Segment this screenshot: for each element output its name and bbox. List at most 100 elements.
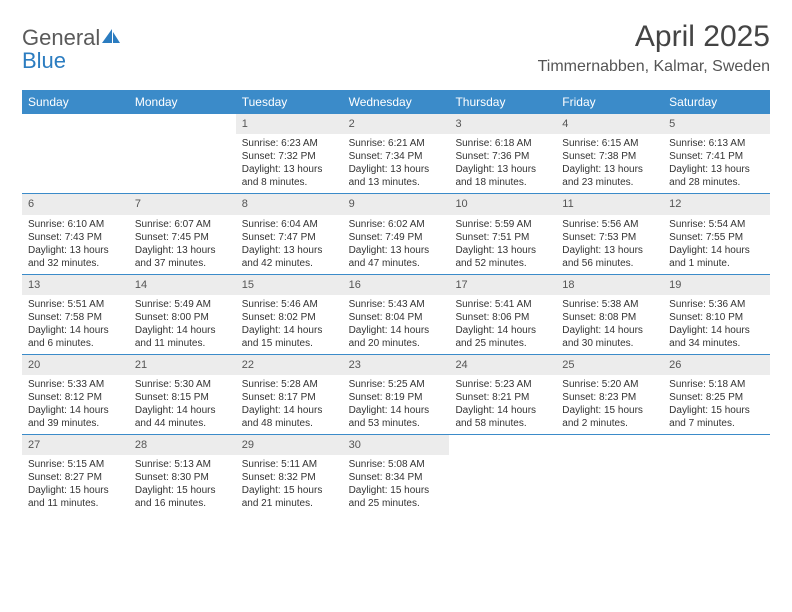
cell-line: Daylight: 15 hours and 16 minutes. <box>135 484 230 510</box>
cell-body: Sunrise: 5:18 AMSunset: 8:25 PMDaylight:… <box>663 377 770 434</box>
cell-body: Sunrise: 5:25 AMSunset: 8:19 PMDaylight:… <box>343 377 450 434</box>
day-number: 4 <box>556 114 663 134</box>
cell-line: Sunset: 7:34 PM <box>349 150 444 163</box>
cell-body: Sunrise: 5:56 AMSunset: 7:53 PMDaylight:… <box>556 217 663 274</box>
cell-body: Sunrise: 6:15 AMSunset: 7:38 PMDaylight:… <box>556 136 663 193</box>
cell-line: Sunrise: 6:02 AM <box>349 218 444 231</box>
cell-line: Sunset: 7:41 PM <box>669 150 764 163</box>
calendar-cell: 27Sunrise: 5:15 AMSunset: 8:27 PMDayligh… <box>22 435 129 514</box>
cell-line: Daylight: 15 hours and 25 minutes. <box>349 484 444 510</box>
cell-body: Sunrise: 6:13 AMSunset: 7:41 PMDaylight:… <box>663 136 770 193</box>
calendar-week: 20Sunrise: 5:33 AMSunset: 8:12 PMDayligh… <box>22 355 770 435</box>
cell-line: Sunset: 7:49 PM <box>349 231 444 244</box>
cell-line: Sunrise: 5:18 AM <box>669 378 764 391</box>
cell-line: Daylight: 14 hours and 44 minutes. <box>135 404 230 430</box>
calendar-cell: . <box>449 435 556 514</box>
cell-body: Sunrise: 5:46 AMSunset: 8:02 PMDaylight:… <box>236 297 343 354</box>
day-number: 1 <box>236 114 343 134</box>
day-number: 9 <box>343 194 450 214</box>
calendar-weeks: ..1Sunrise: 6:23 AMSunset: 7:32 PMDaylig… <box>22 114 770 514</box>
calendar-cell: 22Sunrise: 5:28 AMSunset: 8:17 PMDayligh… <box>236 355 343 434</box>
cell-line: Daylight: 13 hours and 32 minutes. <box>28 244 123 270</box>
cell-line: Sunset: 8:10 PM <box>669 311 764 324</box>
day-number: 18 <box>556 275 663 295</box>
page-title: April 2025 <box>538 20 770 54</box>
cell-line: Sunset: 7:58 PM <box>28 311 123 324</box>
cell-body: Sunrise: 5:51 AMSunset: 7:58 PMDaylight:… <box>22 297 129 354</box>
calendar-cell: 11Sunrise: 5:56 AMSunset: 7:53 PMDayligh… <box>556 194 663 273</box>
calendar-week: ..1Sunrise: 6:23 AMSunset: 7:32 PMDaylig… <box>22 114 770 194</box>
calendar-cell: 14Sunrise: 5:49 AMSunset: 8:00 PMDayligh… <box>129 275 236 354</box>
cell-line: Daylight: 14 hours and 39 minutes. <box>28 404 123 430</box>
header: GeneralBlue April 2025 Timmernabben, Kal… <box>22 20 770 76</box>
cell-line: Daylight: 13 hours and 23 minutes. <box>562 163 657 189</box>
cell-line: Sunrise: 5:51 AM <box>28 298 123 311</box>
calendar-cell: 1Sunrise: 6:23 AMSunset: 7:32 PMDaylight… <box>236 114 343 193</box>
cell-body <box>556 457 663 462</box>
calendar-cell: 6Sunrise: 6:10 AMSunset: 7:43 PMDaylight… <box>22 194 129 273</box>
calendar-cell: 19Sunrise: 5:36 AMSunset: 8:10 PMDayligh… <box>663 275 770 354</box>
cell-line: Sunrise: 5:54 AM <box>669 218 764 231</box>
logo: GeneralBlue <box>22 20 122 72</box>
cell-body <box>129 136 236 141</box>
cell-line: Sunrise: 5:30 AM <box>135 378 230 391</box>
cell-line: Daylight: 13 hours and 47 minutes. <box>349 244 444 270</box>
cell-line: Sunset: 7:51 PM <box>455 231 550 244</box>
cell-line: Sunrise: 5:56 AM <box>562 218 657 231</box>
cell-line: Sunset: 8:23 PM <box>562 391 657 404</box>
cell-line: Daylight: 13 hours and 42 minutes. <box>242 244 337 270</box>
calendar-cell: 30Sunrise: 5:08 AMSunset: 8:34 PMDayligh… <box>343 435 450 514</box>
cell-body <box>449 457 556 462</box>
cell-body: Sunrise: 5:41 AMSunset: 8:06 PMDaylight:… <box>449 297 556 354</box>
cell-line: Daylight: 14 hours and 58 minutes. <box>455 404 550 430</box>
cell-line: Daylight: 14 hours and 30 minutes. <box>562 324 657 350</box>
cell-line: Sunset: 8:27 PM <box>28 471 123 484</box>
cell-body: Sunrise: 6:21 AMSunset: 7:34 PMDaylight:… <box>343 136 450 193</box>
cell-line: Daylight: 15 hours and 21 minutes. <box>242 484 337 510</box>
cell-line: Sunrise: 5:38 AM <box>562 298 657 311</box>
cell-line: Daylight: 13 hours and 37 minutes. <box>135 244 230 270</box>
calendar-cell: 20Sunrise: 5:33 AMSunset: 8:12 PMDayligh… <box>22 355 129 434</box>
cell-line: Daylight: 13 hours and 18 minutes. <box>455 163 550 189</box>
day-header: Thursday <box>449 90 556 114</box>
cell-line: Sunrise: 5:28 AM <box>242 378 337 391</box>
cell-line: Sunrise: 6:15 AM <box>562 137 657 150</box>
cell-line: Sunset: 8:17 PM <box>242 391 337 404</box>
calendar-cell: 28Sunrise: 5:13 AMSunset: 8:30 PMDayligh… <box>129 435 236 514</box>
calendar-cell: 4Sunrise: 6:15 AMSunset: 7:38 PMDaylight… <box>556 114 663 193</box>
calendar-cell: 9 Sunrise: 6:02 AMSunset: 7:49 PMDaylight… <box>343 194 450 273</box>
cell-line: Daylight: 14 hours and 11 minutes. <box>135 324 230 350</box>
day-headers-row: SundayMondayTuesdayWednesdayThursdayFrid… <box>22 90 770 114</box>
cell-body: Sunrise: 5:13 AMSunset: 8:30 PMDaylight:… <box>129 457 236 514</box>
cell-line: Daylight: 15 hours and 11 minutes. <box>28 484 123 510</box>
cell-line: Sunset: 7:45 PM <box>135 231 230 244</box>
day-number: 15 <box>236 275 343 295</box>
cell-line: Sunrise: 5:08 AM <box>349 458 444 471</box>
calendar-cell: 29Sunrise: 5:11 AMSunset: 8:32 PMDayligh… <box>236 435 343 514</box>
day-header: Tuesday <box>236 90 343 114</box>
calendar-cell: 21Sunrise: 5:30 AMSunset: 8:15 PMDayligh… <box>129 355 236 434</box>
calendar-cell: 13Sunrise: 5:51 AMSunset: 7:58 PMDayligh… <box>22 275 129 354</box>
day-number: 21 <box>129 355 236 375</box>
cell-line: Sunset: 8:02 PM <box>242 311 337 324</box>
calendar-cell: . <box>129 114 236 193</box>
day-number: 6 <box>22 194 129 214</box>
cell-line: Sunrise: 5:59 AM <box>455 218 550 231</box>
calendar: SundayMondayTuesdayWednesdayThursdayFrid… <box>22 90 770 514</box>
logo-text: GeneralBlue <box>22 26 122 72</box>
cell-body: Sunrise: 5:20 AMSunset: 8:23 PMDaylight:… <box>556 377 663 434</box>
cell-line: Sunset: 8:21 PM <box>455 391 550 404</box>
cell-line: Sunrise: 5:33 AM <box>28 378 123 391</box>
calendar-cell: 10Sunrise: 5:59 AMSunset: 7:51 PMDayligh… <box>449 194 556 273</box>
cell-body: Sunrise: 5:15 AMSunset: 8:27 PMDaylight:… <box>22 457 129 514</box>
calendar-cell: 15Sunrise: 5:46 AMSunset: 8:02 PMDayligh… <box>236 275 343 354</box>
cell-line: Sunset: 7:47 PM <box>242 231 337 244</box>
calendar-week: 6Sunrise: 6:10 AMSunset: 7:43 PMDaylight… <box>22 194 770 274</box>
location-text: Timmernabben, Kalmar, Sweden <box>538 58 770 76</box>
cell-line: Sunrise: 5:46 AM <box>242 298 337 311</box>
cell-line: Daylight: 13 hours and 13 minutes. <box>349 163 444 189</box>
calendar-cell: . <box>22 114 129 193</box>
calendar-week: 13Sunrise: 5:51 AMSunset: 7:58 PMDayligh… <box>22 275 770 355</box>
cell-line: Sunrise: 5:23 AM <box>455 378 550 391</box>
cell-line: Sunrise: 5:13 AM <box>135 458 230 471</box>
